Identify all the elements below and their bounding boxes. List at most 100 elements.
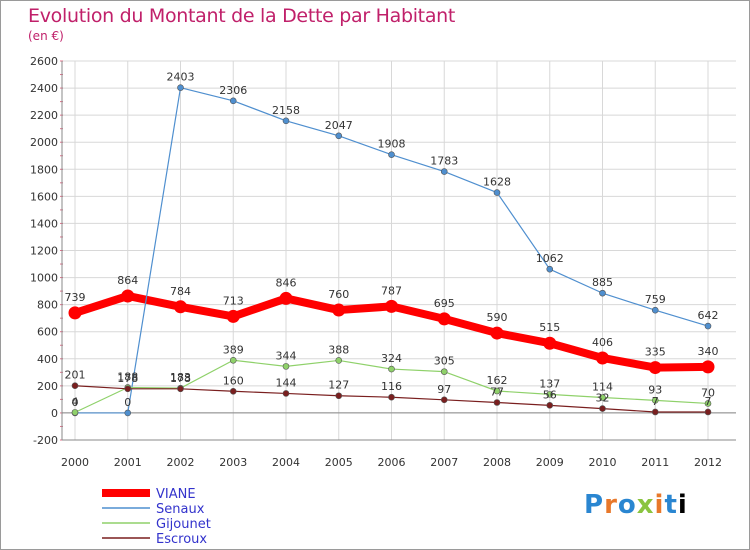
data-label-gijounet: 70 [701, 386, 715, 399]
data-label-senaux: 0 [72, 396, 79, 409]
y-tick-label: 1200 [30, 245, 58, 258]
point-gijounet [651, 397, 659, 404]
data-label-escroux: 77 [490, 386, 504, 399]
data-label-gijounet: 389 [223, 343, 244, 356]
point-viane [226, 309, 240, 323]
point-viane [279, 291, 293, 305]
data-label-viane: 406 [592, 336, 613, 349]
data-label-senaux: 0 [124, 396, 131, 409]
legend-label-senaux: Senaux [156, 502, 205, 517]
point-senaux [177, 84, 184, 91]
grid [62, 60, 736, 441]
point-escroux [335, 392, 343, 400]
x-tick-label: 2001 [114, 456, 142, 469]
legend-label-escroux: Escroux [156, 532, 207, 547]
point-escroux [124, 385, 132, 393]
data-label-viane: 590 [487, 311, 508, 324]
point-senaux [493, 189, 501, 196]
data-label-gijounet: 162 [487, 374, 508, 387]
x-tick-label: 2004 [272, 456, 300, 469]
legend-label-gijounet: Gijounet [156, 517, 211, 532]
x-tick-label: 2005 [325, 456, 353, 469]
data-label-viane: 340 [698, 345, 719, 358]
data-label-senaux: 2403 [167, 71, 195, 84]
logo-letter: r [604, 490, 618, 520]
data-label-senaux: 1628 [483, 176, 511, 189]
data-label-escroux: 56 [543, 388, 557, 401]
data-label-senaux: 2047 [325, 119, 353, 132]
y-tick-label: 600 [37, 326, 58, 339]
data-label-viane: 846 [276, 276, 297, 289]
point-escroux [440, 396, 448, 404]
y-tick-label: 2000 [30, 136, 58, 149]
point-gijounet [440, 368, 448, 375]
point-viane [648, 361, 662, 375]
point-gijounet [599, 394, 606, 401]
point-escroux [493, 399, 501, 406]
point-gijounet [335, 357, 343, 364]
point-viane [490, 326, 504, 340]
data-label-senaux: 1908 [378, 138, 406, 151]
point-viane [332, 303, 346, 317]
unit-label: (en €) [28, 29, 64, 43]
data-label-escroux: 116 [381, 380, 402, 393]
data-label-gijounet: 188 [117, 370, 138, 383]
point-gijounet [546, 391, 554, 398]
y-tick-label: 2400 [30, 82, 58, 95]
x-tick-label: 2012 [694, 456, 722, 469]
y-tick-label: -200 [33, 434, 58, 447]
y-tick-label: 200 [37, 380, 58, 393]
y-tick-label: 0 [51, 407, 58, 420]
data-label-gijounet: 305 [434, 355, 455, 368]
point-senaux [124, 409, 132, 417]
point-escroux [651, 408, 659, 416]
data-label-gijounet: 344 [276, 349, 297, 362]
point-senaux [599, 289, 606, 297]
x-tick-label: 2007 [430, 456, 458, 469]
y-tick-label: 1400 [30, 217, 58, 230]
x-tick-label: 2006 [378, 456, 406, 469]
point-escroux [71, 382, 79, 390]
point-gijounet [282, 363, 290, 370]
point-gijounet [493, 387, 501, 395]
data-label-viane: 515 [539, 321, 560, 334]
point-escroux [282, 390, 290, 397]
point-gijounet [388, 365, 395, 373]
point-senaux [546, 265, 554, 273]
data-label-viane: 760 [328, 288, 349, 301]
point-viane [68, 306, 82, 320]
point-viane [701, 360, 715, 374]
logo-letter: o [617, 490, 637, 520]
series-group [68, 84, 715, 417]
point-escroux [704, 408, 712, 416]
point-viane [437, 312, 451, 326]
point-escroux [388, 393, 395, 401]
logo-letter: P [584, 490, 605, 520]
point-viane [174, 300, 187, 314]
data-label-viane: 713 [223, 294, 244, 307]
data-label-gijounet: 183 [170, 371, 191, 384]
data-label-gijounet: 388 [328, 343, 349, 356]
y-tick-label: 1800 [30, 163, 58, 176]
x-tick-label: 2002 [167, 456, 195, 469]
point-senaux [440, 168, 448, 175]
data-label-escroux: 160 [223, 374, 244, 387]
legend-label-viane: VIANE [156, 487, 196, 502]
x-tick-label: 2011 [641, 456, 669, 469]
chart-title: Evolution du Montant de la Dette par Hab… [28, 5, 456, 27]
data-label-escroux: 178 [170, 372, 191, 385]
proxiti-logo: Proxiti [584, 490, 688, 520]
data-label-senaux: 642 [698, 309, 719, 322]
x-tick-label: 2009 [536, 456, 564, 469]
data-label-escroux: 97 [437, 383, 451, 396]
data-label-escroux: 7 [652, 395, 659, 408]
point-senaux [388, 151, 395, 158]
data-label-escroux: 32 [596, 392, 610, 405]
data-label-gijounet: 324 [381, 352, 402, 365]
data-label-senaux: 2306 [219, 84, 247, 97]
y-tick-label: 1600 [30, 190, 58, 203]
logo-letter: i [654, 490, 665, 520]
y-tick-label: 2200 [30, 109, 58, 122]
